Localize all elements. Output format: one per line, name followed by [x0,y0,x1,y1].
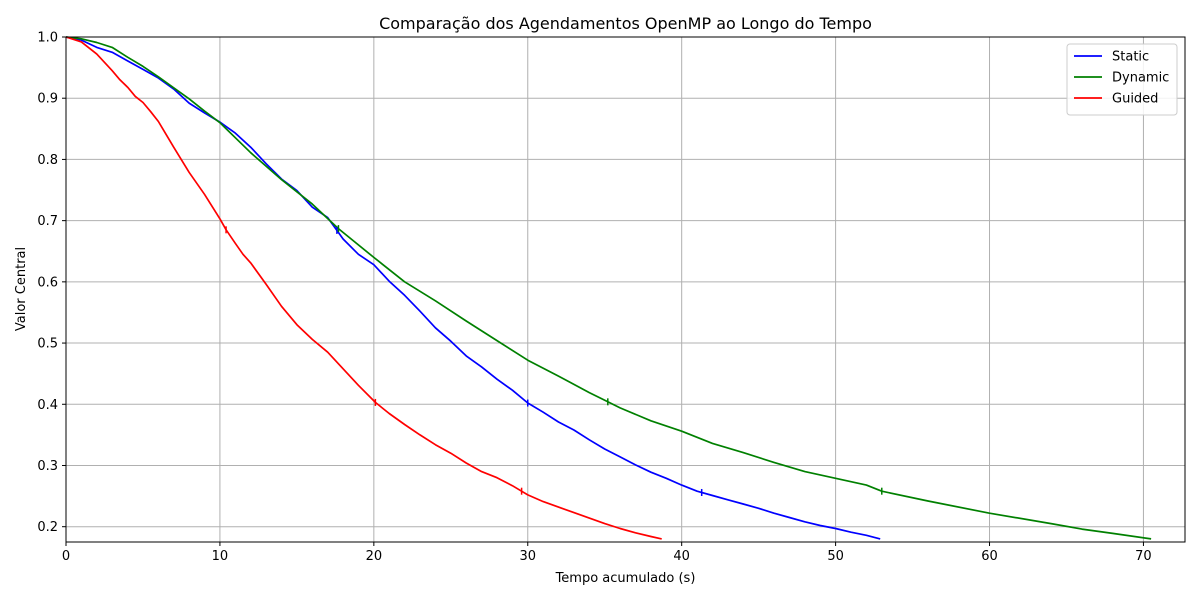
x-tick-label: 70 [1135,549,1152,564]
x-tick-label: 10 [212,549,229,564]
axes: 0 10 20 30 40 50 60 70 0.2 0.3 0.4 0.5 0.6 0.7 0.8 0.9 1… [37,31,1186,564]
y-tick-label: 0.5 [37,337,58,352]
series-lines [65,36,1152,540]
series-line-dynamic [65,36,1152,540]
x-tick-label: 60 [981,549,998,564]
y-tick-label: 0.4 [37,398,58,413]
series-line-static [65,36,881,540]
x-axis-label: Tempo acumulado (s) [555,571,696,586]
y-tick-label: 0.8 [37,153,58,168]
y-tick-label: 0.3 [37,459,58,474]
y-axis-label: Valor Central [14,247,29,331]
y-tick-label: 0.7 [37,214,58,229]
legend-label: Guided [1112,92,1158,107]
chart-title: Comparação dos Agendamentos OpenMP ao Lo… [379,14,872,33]
x-tick-label: 0 [62,549,70,564]
legend-label: Static [1112,50,1149,65]
series-line-guided [65,36,662,540]
y-tick-label: 1.0 [37,31,58,46]
y-tick-label: 0.6 [37,275,58,290]
y-tick-label: 0.2 [37,520,58,535]
x-tick-label: 40 [673,549,690,564]
legend-label: Dynamic [1112,71,1169,86]
x-tick-label: 30 [519,549,536,564]
legend: Static Dynamic Guided [1066,43,1178,116]
y-tick-label: 0.9 [37,92,58,107]
x-tick-label: 20 [366,549,383,564]
plot-frame [65,36,1186,543]
x-tick-label: 50 [827,549,844,564]
